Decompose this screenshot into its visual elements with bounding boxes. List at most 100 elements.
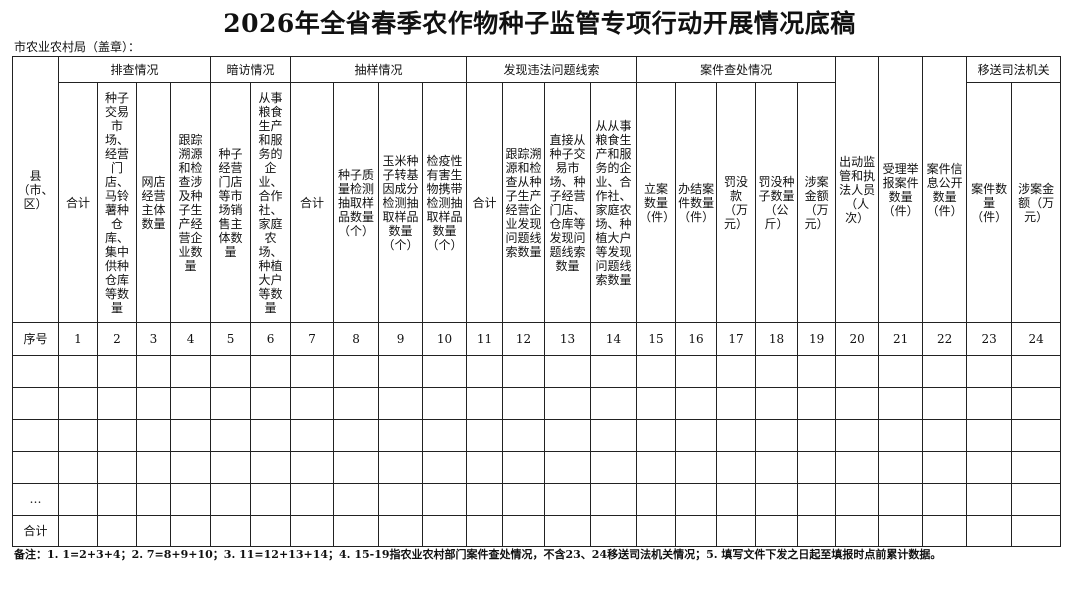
- data-cell: [797, 483, 837, 516]
- column-header: 出动监管和执法人员（人次）: [835, 56, 880, 323]
- seq-number: 9: [378, 322, 424, 356]
- group-header: 抽样情况: [290, 56, 468, 83]
- data-cell: [797, 451, 837, 484]
- column-header: 网店经营主体数量: [136, 82, 171, 323]
- data-cell: [544, 514, 592, 547]
- data-cell: [544, 355, 592, 388]
- title: 2026年全省春季农作物种子监管专项行动开展情况底稿: [223, 9, 856, 38]
- data-cell: [58, 483, 98, 516]
- group-header: 案件查处情况: [636, 56, 837, 83]
- data-cell: [422, 451, 468, 484]
- column-header: 种子交易市场、经营门店、马铃薯种仓库、集中供种仓库等数量: [97, 82, 137, 323]
- data-cell: [544, 387, 592, 420]
- data-cell: [675, 514, 718, 547]
- data-cell: [97, 514, 137, 547]
- data-cell: [716, 451, 757, 484]
- data-cell: [755, 387, 799, 420]
- seq-number: 2: [97, 322, 137, 356]
- column-header: 合计: [290, 82, 335, 323]
- data-cell: [636, 451, 677, 484]
- data-cell: [922, 387, 968, 420]
- data-cell: [333, 514, 380, 547]
- data-cell: [755, 355, 799, 388]
- table-row: [12, 387, 1062, 420]
- column-header: 从事粮食生产和服务的企业、合作社、家庭农场、种植大户等数量: [250, 82, 292, 323]
- table-row: [12, 355, 1062, 388]
- seq-number: 4: [169, 322, 212, 356]
- data-cell: [290, 387, 335, 420]
- data-cell: [878, 419, 924, 452]
- data-cell: [466, 451, 504, 484]
- data-cell: [878, 483, 924, 516]
- row-label: …: [12, 483, 59, 516]
- data-cell: [502, 451, 546, 484]
- data-cell: [675, 355, 718, 388]
- column-header: 办结案件数量（件）: [675, 82, 718, 323]
- data-cell: [210, 514, 252, 547]
- table-row: 序号 1 2 3 4 5 6 7 8 9 10 11 12 13 14 15 16 17 18 19 20 21 22 23 2…: [12, 322, 1062, 356]
- data-cell: [210, 451, 252, 484]
- data-cell: [290, 514, 335, 547]
- data-cell: [97, 355, 137, 388]
- data-cell: [675, 419, 718, 452]
- column-header: 案件信息公开数量（件）: [922, 56, 968, 323]
- data-cell: [169, 483, 212, 516]
- data-cell: [922, 451, 968, 484]
- data-cell: [290, 451, 335, 484]
- column-header: 罚没款（万元）: [716, 82, 757, 323]
- county-header: 县（市、区）: [12, 56, 59, 323]
- data-cell: [136, 419, 171, 452]
- data-cell: [333, 355, 380, 388]
- column-header: 跟踪溯源和检查涉及种子生产经营企业数量: [169, 82, 212, 323]
- data-cell: [675, 483, 718, 516]
- seq-number: 11: [466, 322, 504, 356]
- data-cell: [97, 483, 137, 516]
- data-cell: [250, 483, 292, 516]
- row-label: [12, 387, 59, 420]
- seq-number: 18: [755, 322, 799, 356]
- data-cell: [716, 355, 757, 388]
- data-cell: [378, 419, 424, 452]
- data-cell: [966, 483, 1013, 516]
- seq-number: 23: [966, 322, 1013, 356]
- data-cell: [422, 419, 468, 452]
- data-cell: [878, 355, 924, 388]
- data-cell: [422, 483, 468, 516]
- data-cell: [675, 451, 718, 484]
- row-label: [12, 419, 59, 452]
- data-cell: [797, 355, 837, 388]
- table-row: 合计 种子交易市场、经营门店、马铃薯种仓库、集中供种仓库等数量 网店经营主体数量 跟踪…: [13, 82, 1062, 323]
- group-header: 发现违法问题线索: [466, 56, 638, 83]
- data-cell: [966, 387, 1013, 420]
- report-table: 县（市、区） 排查情况 暗访情况 抽样情况 发现违法问题线索 案件查处情况 出动监管和执法人…: [12, 56, 1062, 547]
- table-row: 县（市、区） 排查情况 暗访情况 抽样情况 发现违法问题线索 案件查处情况 出动监管和执法人…: [12, 56, 1062, 323]
- data-cell: [422, 514, 468, 547]
- seq-number: 1: [58, 322, 98, 356]
- data-cell: [1011, 451, 1062, 484]
- data-cell: [250, 419, 292, 452]
- data-cell: [544, 451, 592, 484]
- data-cell: [716, 387, 757, 420]
- row-label: [12, 355, 59, 388]
- table-row: [12, 419, 1062, 452]
- data-cell: [797, 387, 837, 420]
- data-cell: [422, 387, 468, 420]
- data-cell: [169, 514, 212, 547]
- group-header: 移送司法机关: [966, 56, 1062, 83]
- seq-number: 19: [797, 322, 837, 356]
- data-cell: [502, 355, 546, 388]
- data-cell: [835, 483, 880, 516]
- data-cell: [290, 419, 335, 452]
- data-cell: [1011, 514, 1062, 547]
- data-cell: [136, 355, 171, 388]
- data-cell: [378, 483, 424, 516]
- data-cell: [210, 419, 252, 452]
- data-cell: [169, 419, 212, 452]
- data-cell: [835, 387, 880, 420]
- data-cell: [878, 514, 924, 547]
- data-cell: [58, 355, 98, 388]
- data-cell: [1011, 419, 1062, 452]
- data-cell: [1011, 355, 1062, 388]
- data-cell: [466, 419, 504, 452]
- column-header: 罚没种子数量（公斤）: [755, 82, 799, 323]
